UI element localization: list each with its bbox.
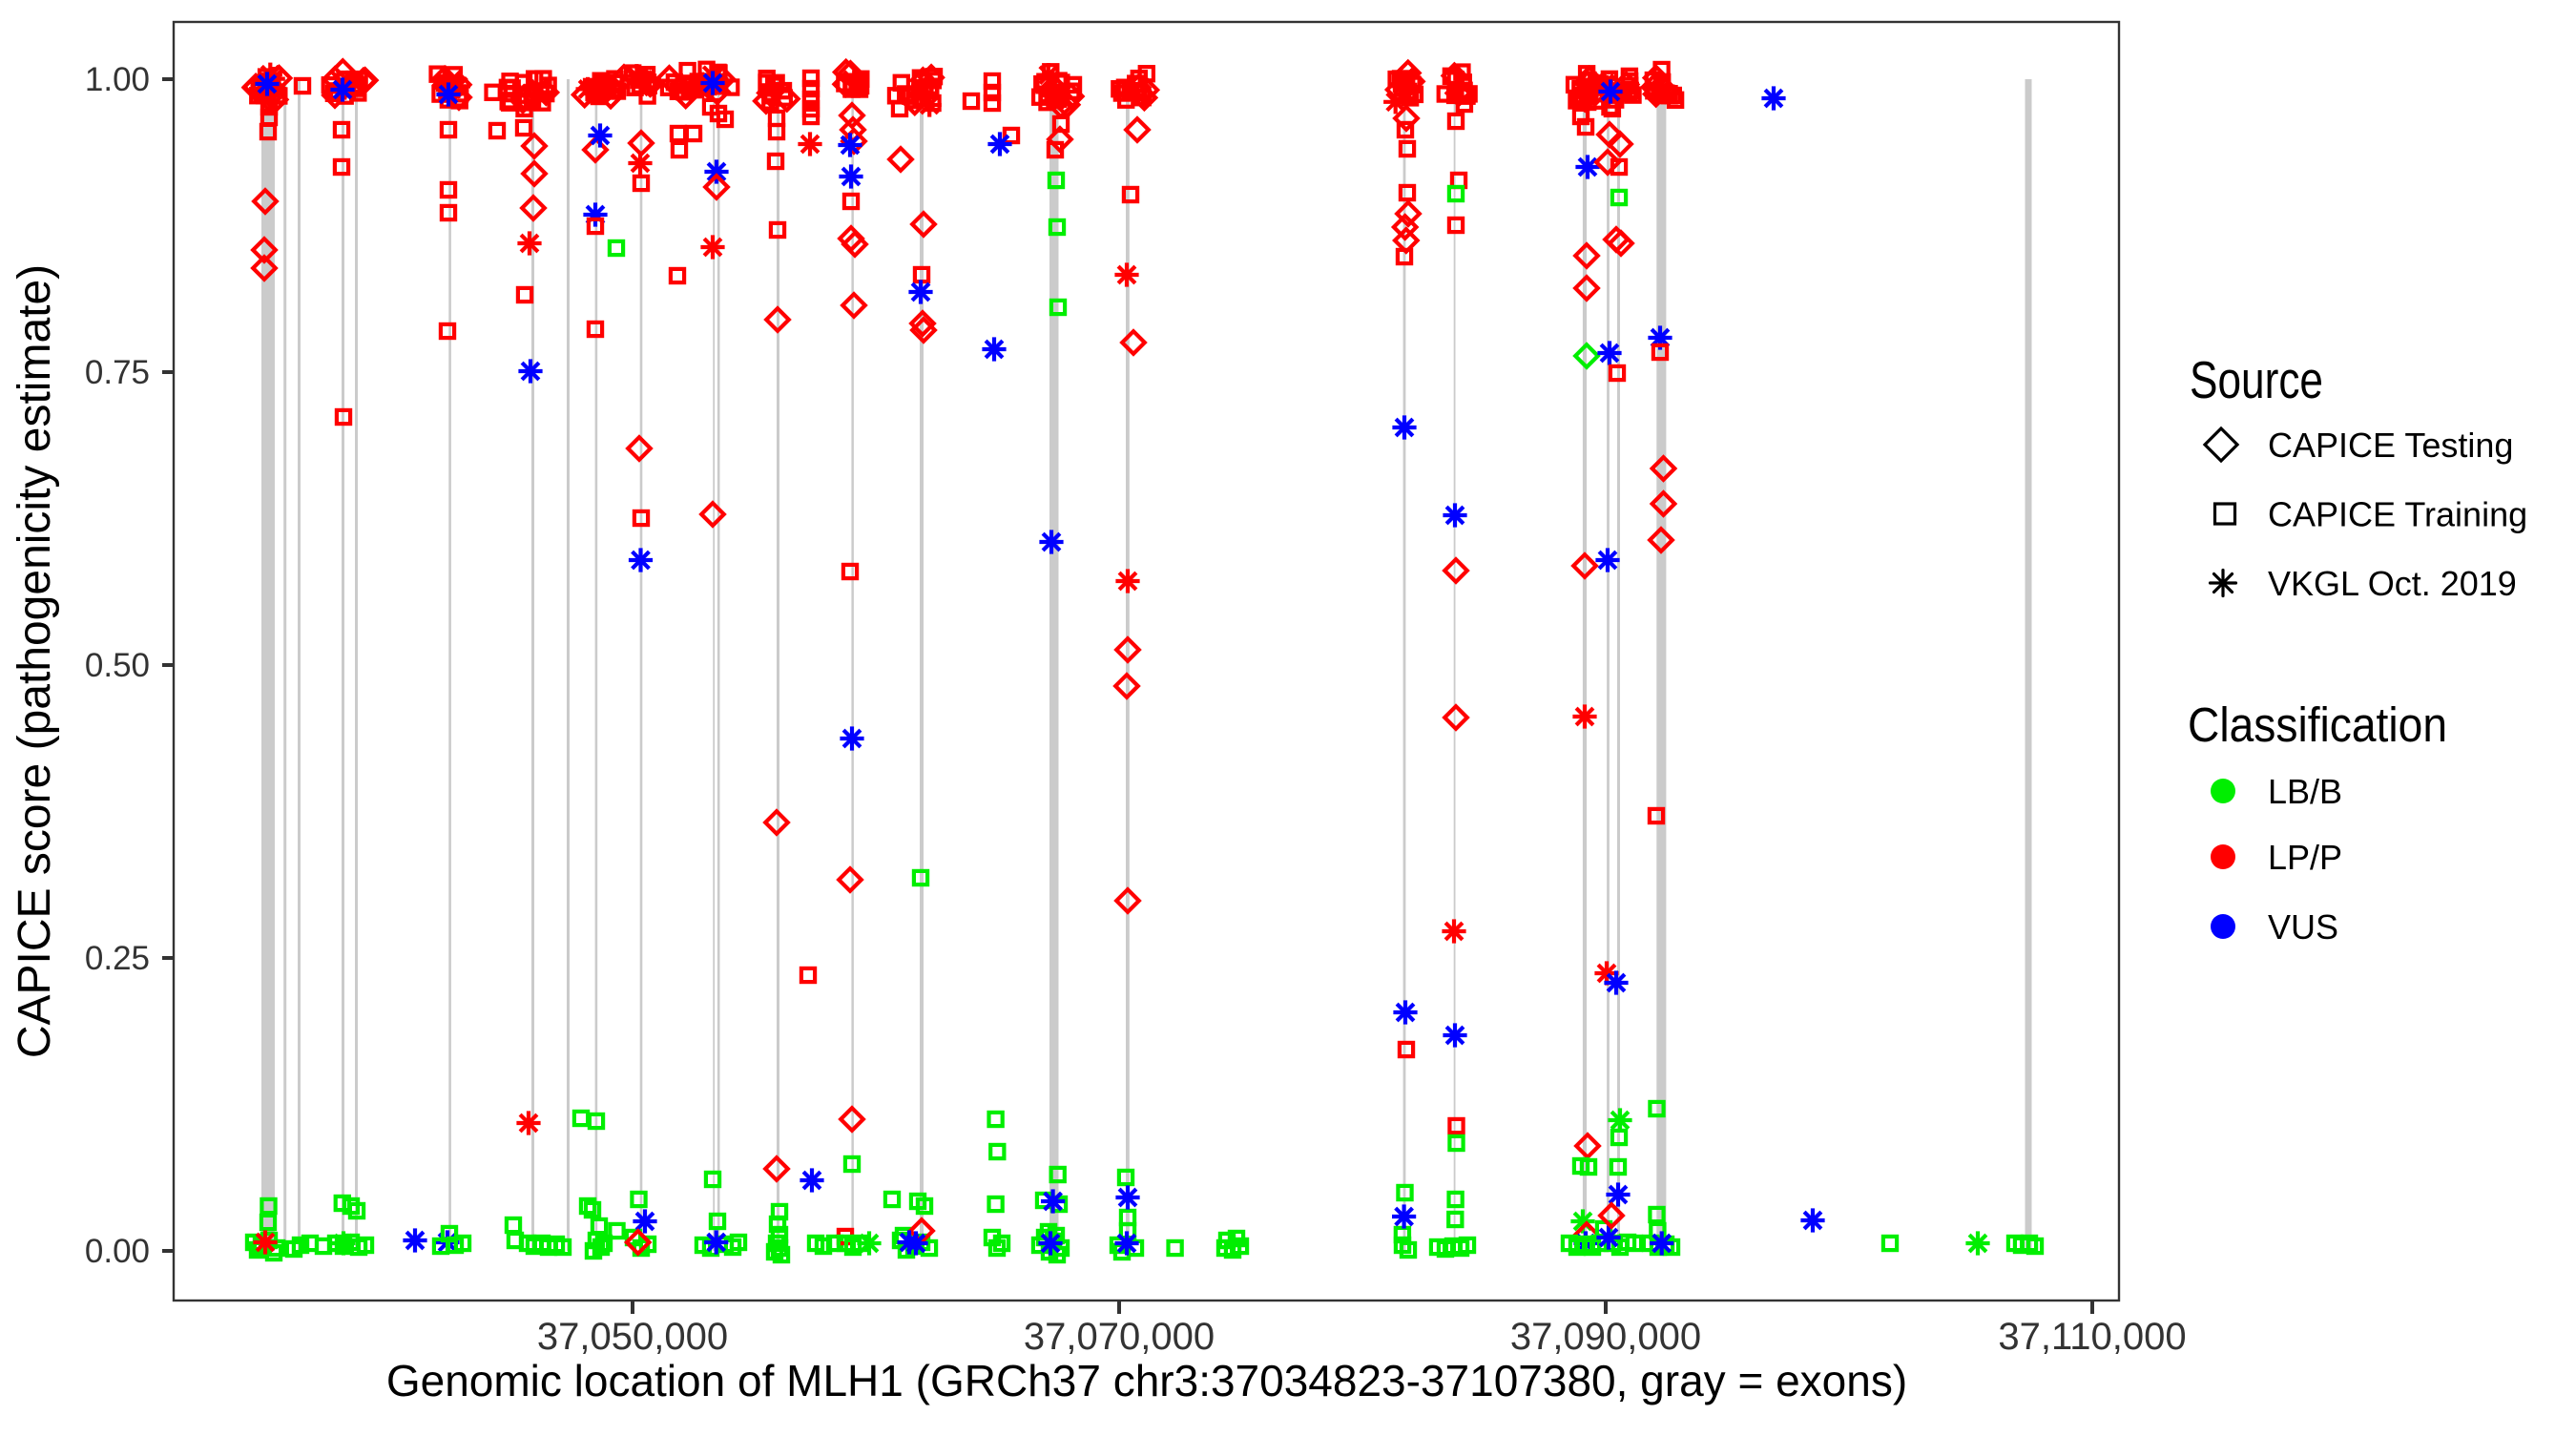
svg-text:LB/B: LB/B <box>2268 772 2342 811</box>
svg-text:37,070,000: 37,070,000 <box>1024 1316 1215 1358</box>
svg-text:CAPICE Testing: CAPICE Testing <box>2268 426 2513 465</box>
svg-text:LP/P: LP/P <box>2268 838 2342 877</box>
svg-text:0.75: 0.75 <box>85 354 150 391</box>
svg-text:37,050,000: 37,050,000 <box>537 1316 728 1358</box>
svg-text:Source: Source <box>2190 350 2323 409</box>
svg-text:VUS: VUS <box>2268 907 2338 947</box>
svg-text:1.00: 1.00 <box>85 61 150 98</box>
svg-text:37,090,000: 37,090,000 <box>1510 1316 1701 1358</box>
svg-text:0.50: 0.50 <box>85 647 150 684</box>
svg-text:VKGL Oct. 2019: VKGL Oct. 2019 <box>2268 564 2517 603</box>
svg-text:0.00: 0.00 <box>85 1233 150 1270</box>
svg-text:CAPICE Training: CAPICE Training <box>2268 495 2527 534</box>
svg-text:Classification: Classification <box>2188 697 2447 752</box>
svg-text:0.25: 0.25 <box>85 940 150 977</box>
svg-text:CAPICE score (pathogenicity es: CAPICE score (pathogenicity estimate) <box>10 264 60 1058</box>
svg-text:37,110,000: 37,110,000 <box>1998 1316 2186 1358</box>
svg-text:Genomic location of MLH1 (GRCh: Genomic location of MLH1 (GRCh37 chr3:37… <box>386 1356 1907 1405</box>
